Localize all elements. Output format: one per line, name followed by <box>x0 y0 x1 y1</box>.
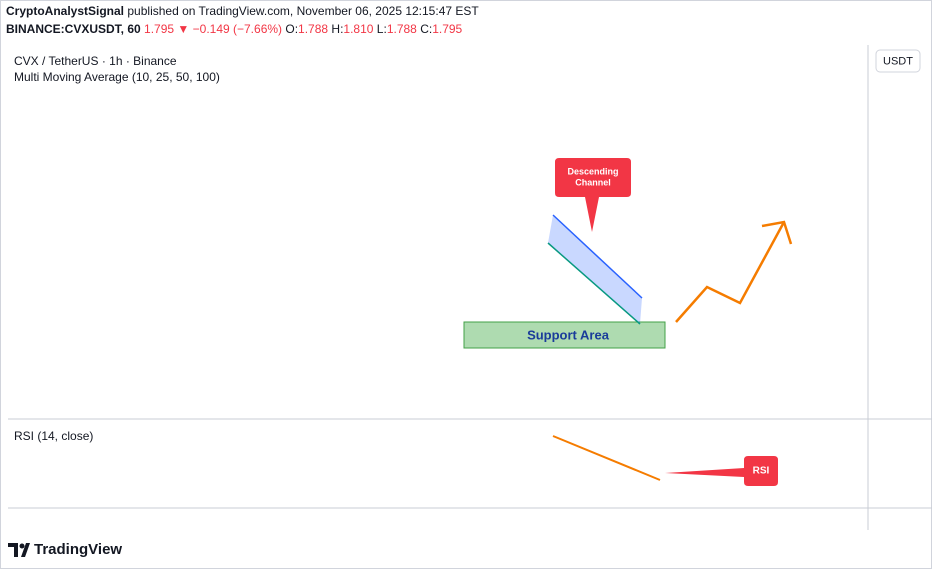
ohlc-key: L: <box>376 22 387 36</box>
published: published on TradingView.com, November 0… <box>127 4 479 18</box>
rsi-pane <box>8 420 868 508</box>
rsi-callout <box>665 456 778 486</box>
channel-upper <box>552 214 643 299</box>
main-pane <box>8 45 868 418</box>
ohlc-value: 1.795 <box>432 22 463 36</box>
callout-text: Descending <box>567 166 618 176</box>
channel-callout <box>555 158 631 232</box>
currency-button[interactable] <box>875 49 921 73</box>
author: CryptoAnalystSignal <box>6 4 125 18</box>
ohlc-value: 1.810 <box>343 22 374 36</box>
logo-icon <box>19 543 25 549</box>
rsi-trendline <box>552 435 661 481</box>
rsi-legend: RSI (14, close) <box>14 429 93 443</box>
publish-line: CryptoAnalystSignal published on Trading… <box>6 4 479 18</box>
support-label: Support Area <box>527 327 610 342</box>
symbol-legend: CVX / TetherUS · 1h · Binance <box>14 54 177 68</box>
rsi-callout-text: RSI <box>753 466 770 477</box>
ohlc-key: O: <box>285 22 299 36</box>
support-area <box>463 321 666 349</box>
projection-arrow <box>675 221 786 323</box>
logo-icon <box>8 543 18 557</box>
brand-name: TradingView <box>34 541 122 558</box>
channel-lower <box>547 242 641 325</box>
ohlc-key: C: <box>420 22 433 36</box>
currency-label[interactable]: USDT <box>883 55 913 67</box>
quote-line: BINANCE:CVXUSDT, 60 1.795 ▼ −0.149 (−7.6… <box>6 22 462 36</box>
brand-logo <box>8 543 30 557</box>
symbol: BINANCE:CVXUSDT, 60 <box>6 22 141 36</box>
logo-icon <box>21 543 30 557</box>
indicator-legend: Multi Moving Average (10, 25, 50, 100) <box>14 70 220 84</box>
last-price: 1.795 <box>144 22 175 36</box>
ohlc-value: 1.788 <box>386 22 417 36</box>
channel-fill <box>548 215 642 324</box>
ohlc-key: H: <box>331 22 344 36</box>
change: ▼ −0.149 (−7.66%) <box>177 22 283 36</box>
callout-text: Channel <box>575 177 611 187</box>
ohlc-value: 1.788 <box>298 22 329 36</box>
arrow-head <box>761 220 793 245</box>
